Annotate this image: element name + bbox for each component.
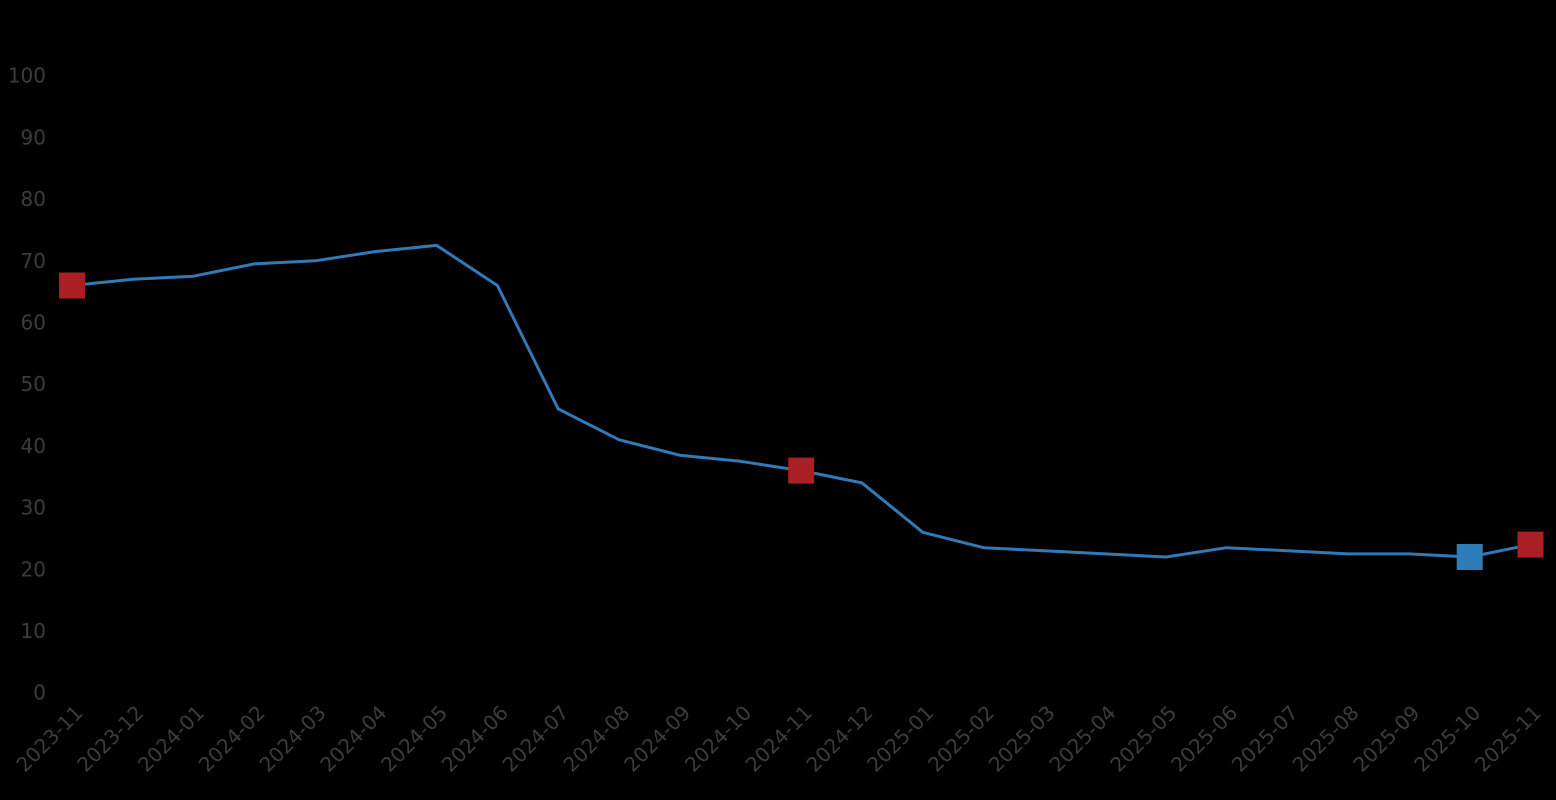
y-tick-label: 100: [8, 64, 46, 88]
x-tick-label: 2025-07: [1227, 701, 1303, 777]
x-tick-label: 2025-09: [1348, 701, 1424, 777]
x-tick-label: 2024-01: [133, 701, 209, 777]
y-tick-label: 30: [21, 496, 46, 520]
y-tick-label: 50: [21, 372, 46, 396]
x-tick-label: 2024-10: [680, 701, 756, 777]
data-line: [70, 243, 1532, 559]
x-tick-label: 2024-05: [376, 701, 452, 777]
x-tick-label: 2024-03: [255, 701, 331, 777]
x-tick-label: 2025-04: [1045, 701, 1121, 777]
marker-square: [59, 272, 85, 299]
y-tick-label: 0: [33, 681, 46, 705]
x-tick-label: 2025-01: [862, 701, 938, 777]
y-tick-label: 90: [21, 125, 46, 149]
y-tick-label: 80: [21, 187, 46, 211]
x-tick-label: 2024-07: [498, 701, 574, 777]
x-tick-label: 2024-08: [558, 701, 634, 777]
x-tick-label: 2024-09: [619, 701, 695, 777]
x-tick-label: 2024-04: [315, 701, 391, 777]
x-tick-label: 2025-08: [1288, 701, 1364, 777]
x-tick-label: 2024-02: [194, 701, 270, 777]
x-tick-label: 2025-02: [923, 701, 999, 777]
y-tick-label: 70: [21, 249, 46, 273]
x-tick-label: 2023-12: [72, 701, 148, 777]
marker-square: [1456, 544, 1483, 570]
x-tick-label: 2024-11: [741, 701, 817, 777]
x-tick-label: 2025-05: [1105, 701, 1181, 777]
marker-square: [1517, 531, 1544, 558]
x-tick-label: 2024-12: [801, 701, 877, 777]
y-tick-label: 60: [21, 311, 46, 335]
x-tick-label: 2025-11: [1470, 701, 1546, 777]
x-tick-label: 2024-06: [437, 701, 513, 777]
y-tick-label: 40: [21, 434, 46, 458]
marker-square: [788, 457, 815, 484]
x-tick-label: 2025-10: [1409, 701, 1485, 777]
x-tick-label: 2025-03: [984, 701, 1060, 777]
y-tick-label: 10: [21, 619, 46, 643]
y-tick-label: 20: [21, 557, 46, 581]
x-tick-label: 2023-11: [11, 701, 87, 777]
x-tick-label: 2025-06: [1166, 701, 1242, 777]
